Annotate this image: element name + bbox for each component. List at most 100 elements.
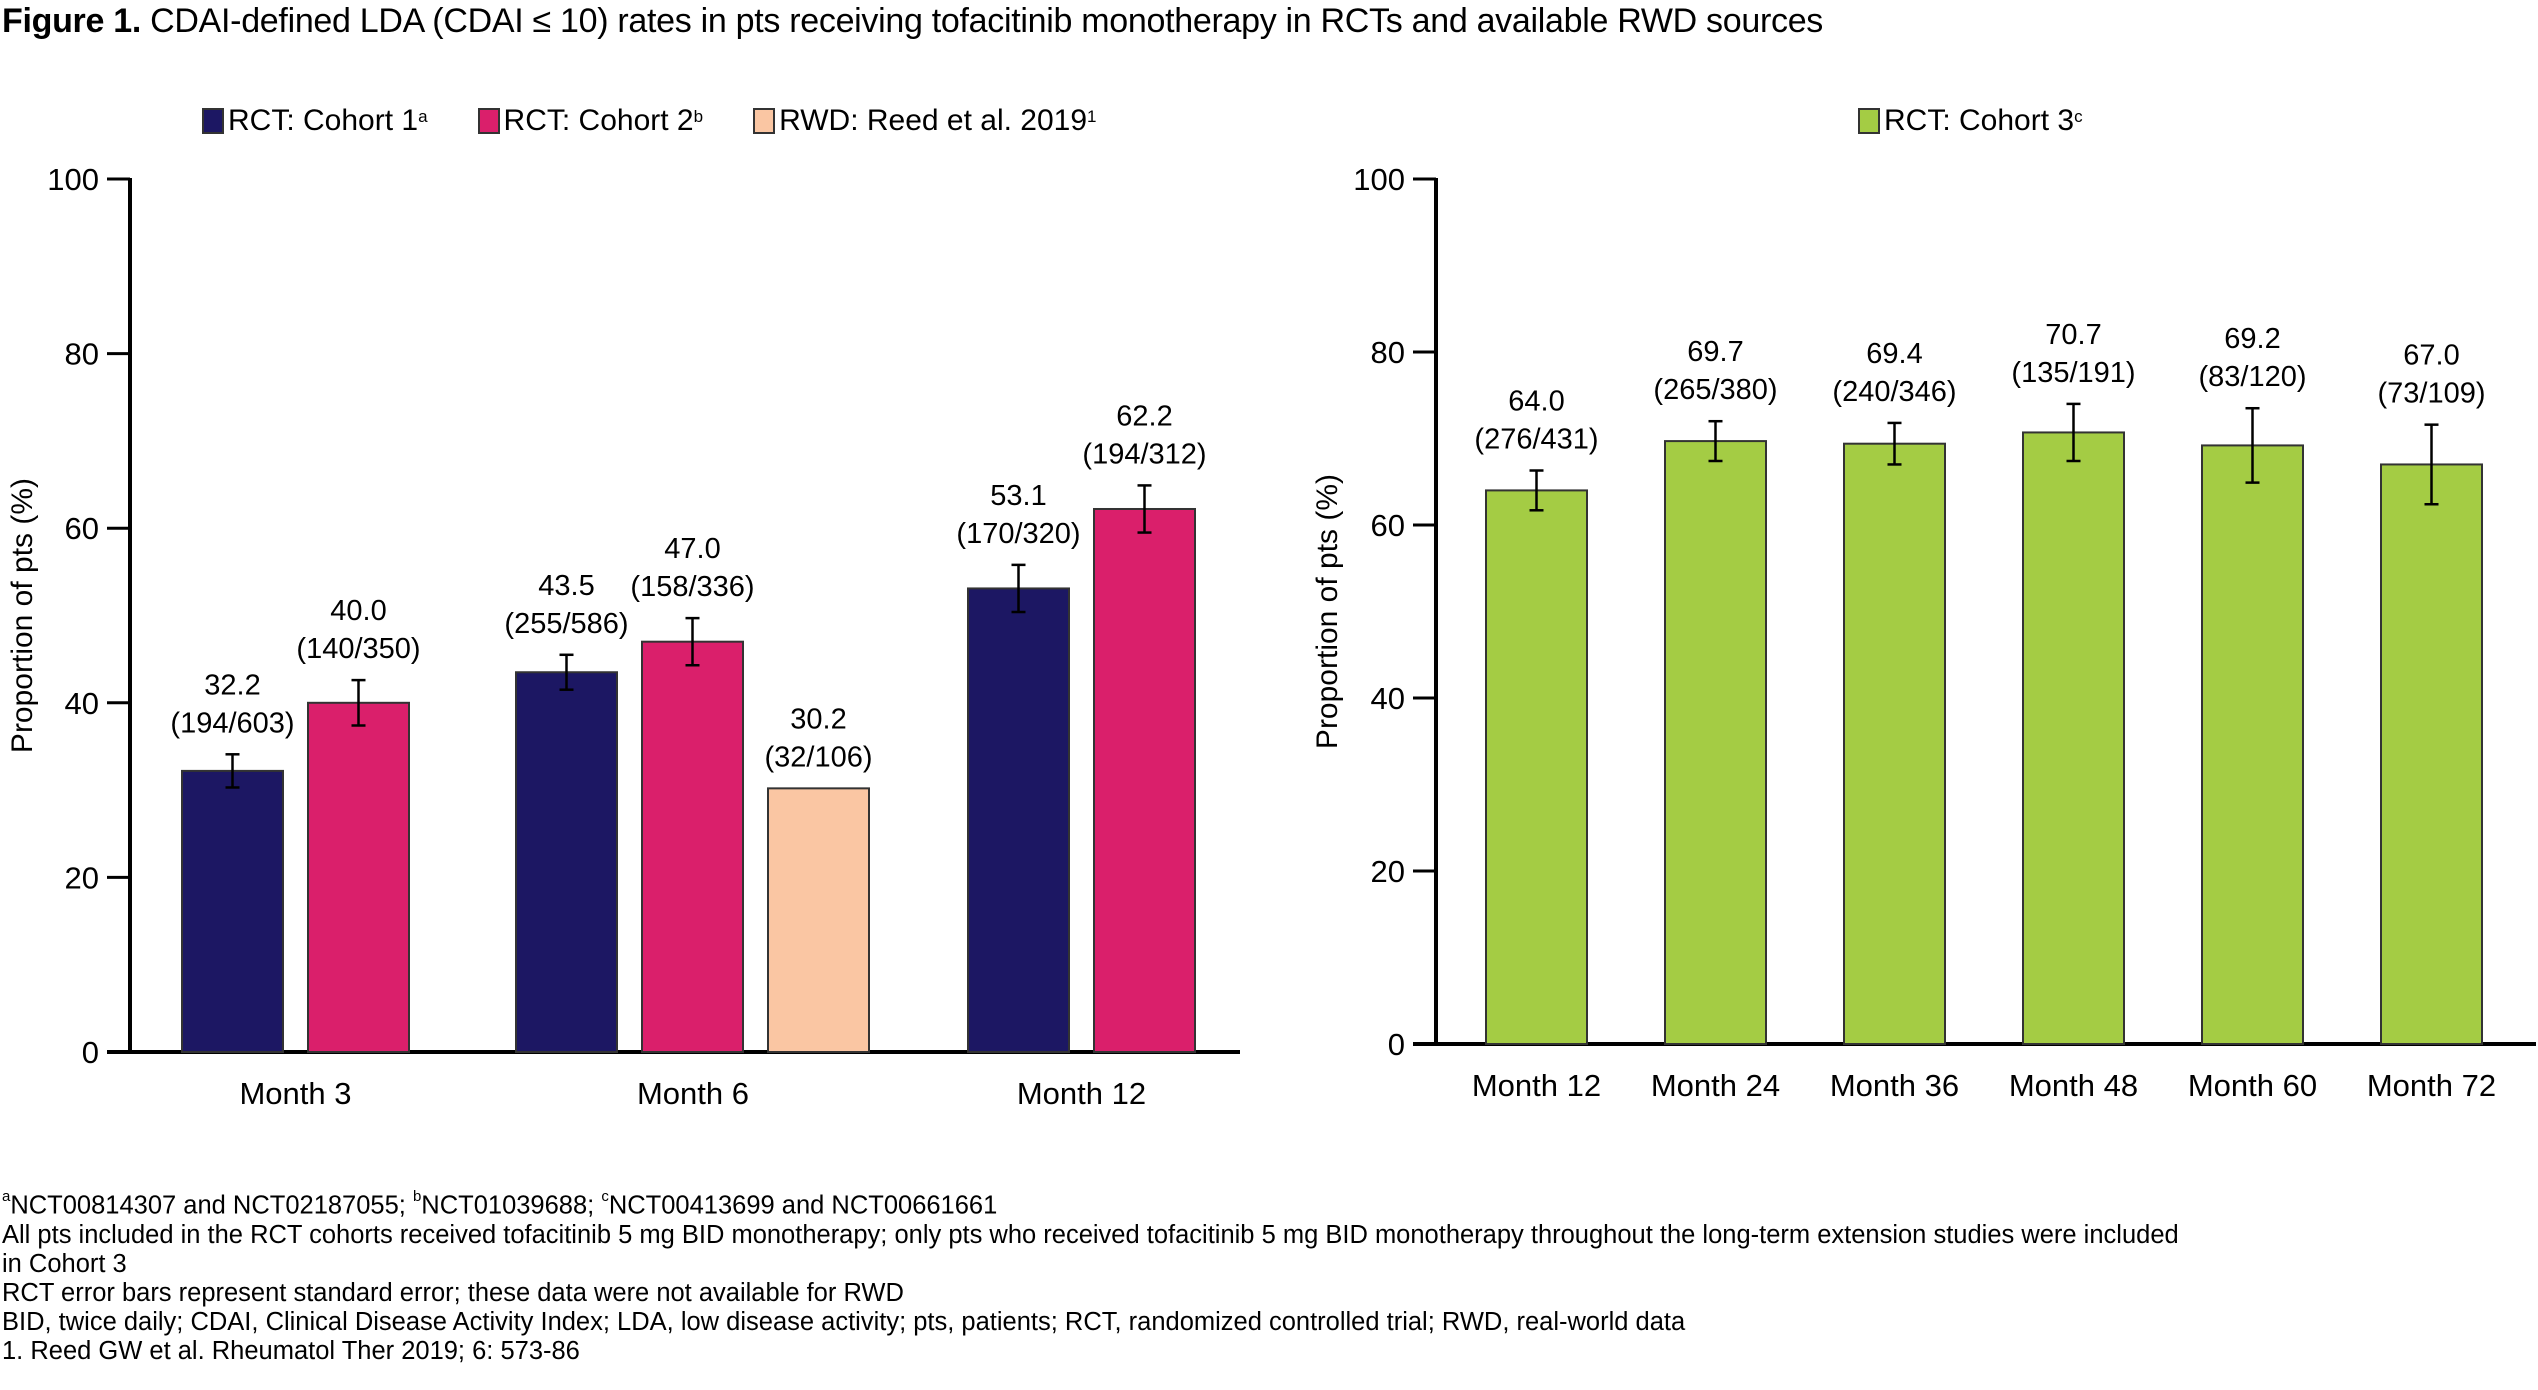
legend-left-item: RWD: Reed et al. 2019 1 xyxy=(753,104,1097,138)
left-y-tick-label: 40 xyxy=(65,686,99,721)
right-y-tick-label: 80 xyxy=(1371,335,1405,370)
right-y-tick-label: 100 xyxy=(1353,162,1405,197)
data-label-fraction: (240/346) xyxy=(1832,376,1956,408)
bar xyxy=(641,640,744,1053)
x-tick-label: Month 24 xyxy=(1651,1068,1780,1103)
left-y-tick-label: 100 xyxy=(47,162,99,197)
figure-title-prefix: Figure 1. xyxy=(2,2,141,40)
data-label-value: 64.0 xyxy=(1508,386,1564,418)
data-label-value: 30.2 xyxy=(790,703,846,735)
footnote-text: RCT error bars represent standard error;… xyxy=(2,1278,904,1307)
x-tick-label: Month 48 xyxy=(2009,1068,2138,1103)
footnote-text: NCT00814307 and NCT02187055; xyxy=(10,1191,413,1220)
legend-label: RWD: Reed et al. 2019 xyxy=(779,104,1088,137)
data-label-value: 40.0 xyxy=(330,595,386,627)
x-tick-label: Month 36 xyxy=(1830,1068,1959,1103)
data-label-value: 62.2 xyxy=(1116,400,1172,432)
bar xyxy=(1843,442,1946,1045)
bar xyxy=(1485,489,1588,1045)
right-y-tick-label: 20 xyxy=(1371,854,1405,889)
x-tick-label: Month 72 xyxy=(2367,1068,2496,1103)
left-y-axis-label: Proportion of pts (%) xyxy=(6,478,39,753)
data-label-fraction: (73/109) xyxy=(2377,378,2485,410)
legend-swatch xyxy=(202,108,224,134)
footnote-line: RCT error bars represent standard error;… xyxy=(2,1279,2538,1308)
footnote-line: All pts included in the RCT cohorts rece… xyxy=(2,1221,2538,1250)
footnotes: aNCT00814307 and NCT02187055; bNCT010396… xyxy=(2,1185,2538,1366)
right-y-tick-label: 0 xyxy=(1388,1027,1405,1062)
bar xyxy=(181,769,284,1053)
data-label-fraction: (194/603) xyxy=(170,707,294,739)
legend-label: RCT: Cohort 2 xyxy=(503,104,694,137)
footnote-text: in Cohort 3 xyxy=(2,1249,127,1278)
left-y-tick-label: 60 xyxy=(65,511,99,546)
data-label-value: 32.2 xyxy=(204,669,260,701)
legend-swatch xyxy=(753,108,776,134)
data-label-value: 53.1 xyxy=(990,480,1046,512)
legend-superscript: a xyxy=(418,107,428,126)
footnote-superscript: b xyxy=(412,1188,422,1205)
data-label-fraction: (83/120) xyxy=(2198,361,2306,393)
x-tick-label: Month 6 xyxy=(637,1076,749,1111)
left-y-tick-label: 0 xyxy=(82,1035,99,1070)
data-label-fraction: (158/336) xyxy=(630,571,754,603)
x-tick-label: Month 12 xyxy=(1017,1076,1146,1111)
data-label-value: 47.0 xyxy=(664,533,720,565)
data-label-fraction: (170/320) xyxy=(956,518,1080,550)
x-tick-label: Month 60 xyxy=(2188,1068,2317,1103)
chart-canvas: 0 20 40 60 80 100 Proportion of pts (%) (194/60… xyxy=(6,162,2536,1111)
footnote-text: All pts included in the RCT cohorts rece… xyxy=(2,1220,2179,1249)
footnote-line: BID, twice daily; CDAI, Clinical Disease… xyxy=(2,1308,2538,1337)
data-label-fraction: (255/586) xyxy=(504,608,628,640)
legend-superscript: b xyxy=(693,107,704,126)
bar xyxy=(1664,440,1767,1046)
x-tick-label: Month 3 xyxy=(239,1076,351,1111)
footnote-text: NCT00413699 and NCT00661661 xyxy=(608,1191,998,1220)
footnote-text: 1. Reed GW et al. Rheumatol Ther 2019; 6… xyxy=(2,1336,580,1365)
footnote-text: BID, twice daily; CDAI, Clinical Disease… xyxy=(2,1307,1686,1336)
left-y-tick-label: 20 xyxy=(65,860,99,895)
data-label-fraction: (135/191) xyxy=(2011,357,2135,389)
data-label-value: 69.7 xyxy=(1687,336,1743,368)
data-label-value: 69.2 xyxy=(2224,323,2280,355)
footnote-superscript: c xyxy=(601,1188,609,1205)
right-y-tick-label: 40 xyxy=(1371,681,1405,716)
legend-label: RCT: Cohort 1 xyxy=(228,104,419,137)
bar xyxy=(2380,463,2483,1045)
footnote-text: NCT01039688; xyxy=(421,1191,602,1220)
footnote-line: in Cohort 3 xyxy=(2,1250,2538,1279)
legend-left: RCT: Cohort 1 a RCT: Cohort 2 b RWD: Reed et… xyxy=(202,104,1147,138)
footnote-superscript: a xyxy=(2,1188,11,1205)
legend-superscript: c xyxy=(2074,107,2083,126)
bar xyxy=(767,787,870,1053)
legend-label: RCT: Cohort 3 xyxy=(1884,104,2075,137)
x-tick-label: Month 12 xyxy=(1472,1068,1601,1103)
footnote-line: aNCT00814307 and NCT02187055; bNCT010396… xyxy=(2,1185,2538,1221)
data-label-value: 69.4 xyxy=(1866,338,1922,370)
bar xyxy=(967,587,1070,1053)
data-label-fraction: (276/431) xyxy=(1474,424,1598,456)
legend-swatch xyxy=(477,108,500,134)
figure-title-text: CDAI-defined LDA (CDAI ≤ 10) rates in pt… xyxy=(141,2,1824,40)
right-y-axis-label: Proportion of pts (%) xyxy=(1311,474,1344,749)
bar xyxy=(2201,444,2304,1046)
data-label-fraction: (32/106) xyxy=(764,741,872,773)
bar xyxy=(307,701,410,1053)
bar xyxy=(515,671,618,1053)
data-label-value: 67.0 xyxy=(2403,340,2459,372)
legend-superscript: 1 xyxy=(1087,107,1097,126)
data-label-value: 43.5 xyxy=(538,570,594,602)
data-label-value: 70.7 xyxy=(2045,319,2101,351)
legend-swatch xyxy=(1858,108,1880,134)
left-y-tick-label: 80 xyxy=(65,337,99,372)
figure-title: Figure 1. CDAI-defined LDA (CDAI ≤ 10) r… xyxy=(2,2,1823,41)
data-label-fraction: (194/312) xyxy=(1082,438,1206,470)
right-y-tick-label: 60 xyxy=(1371,508,1405,543)
data-label-fraction: (265/380) xyxy=(1653,374,1777,406)
footnote-line: 1. Reed GW et al. Rheumatol Ther 2019; 6… xyxy=(2,1337,2538,1366)
bar xyxy=(2022,431,2125,1045)
